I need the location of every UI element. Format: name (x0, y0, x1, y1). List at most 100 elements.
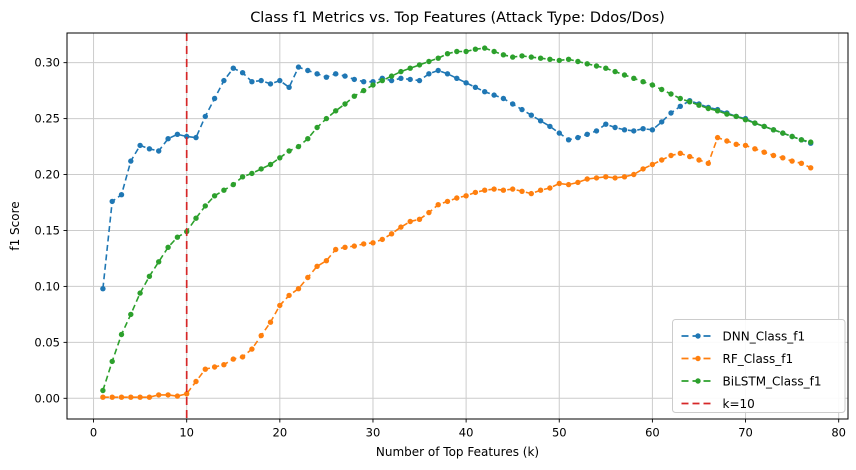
series-marker-DNN_Class_f1 (174, 131, 181, 137)
series-marker-RF_Class_f1 (146, 394, 153, 400)
series-marker-RF_Class_f1 (798, 160, 805, 166)
legend-item: RF_Class_f1 (681, 352, 794, 366)
series-marker-RF_Class_f1 (202, 366, 208, 372)
series-marker-DNN_Class_f1 (193, 134, 199, 141)
x-tick-label: 70 (738, 426, 753, 440)
series-marker-DNN_Class_f1 (621, 127, 628, 133)
series-marker-BiLSTM_Class_f1 (724, 111, 730, 117)
series-marker-BiLSTM_Class_f1 (798, 137, 805, 143)
series-marker-BiLSTM_Class_f1 (277, 155, 283, 161)
series-marker-BiLSTM_Class_f1 (258, 166, 264, 172)
series-marker-RF_Class_f1 (621, 174, 628, 180)
series-marker-BiLSTM_Class_f1 (370, 82, 376, 88)
series-BiLSTM_Class_f1 (100, 45, 814, 394)
series-marker-BiLSTM_Class_f1 (407, 65, 413, 71)
series-marker-DNN_Class_f1 (584, 131, 590, 137)
series-marker-BiLSTM_Class_f1 (640, 79, 646, 85)
series-marker-DNN_Class_f1 (109, 198, 115, 205)
series-marker-DNN_Class_f1 (184, 133, 190, 140)
series-marker-BiLSTM_Class_f1 (752, 120, 758, 126)
x-tick-label: 0 (90, 426, 97, 440)
series-marker-DNN_Class_f1 (277, 77, 283, 84)
series-marker-RF_Class_f1 (640, 166, 646, 172)
series-marker-DNN_Class_f1 (612, 124, 618, 131)
series-marker-BiLSTM_Class_f1 (193, 215, 199, 221)
series-marker-BiLSTM_Class_f1 (500, 52, 507, 58)
series-marker-DNN_Class_f1 (640, 126, 646, 132)
series-marker-DNN_Class_f1 (677, 103, 683, 110)
series-marker-DNN_Class_f1 (435, 67, 441, 74)
series-marker-DNN_Class_f1 (463, 80, 469, 86)
series-marker-BiLSTM_Class_f1 (221, 187, 227, 193)
series-marker-RF_Class_f1 (537, 187, 544, 193)
series-marker-RF_Class_f1 (100, 394, 106, 400)
series-marker-DNN_Class_f1 (305, 67, 311, 74)
series-marker-BiLSTM_Class_f1 (808, 139, 814, 145)
series-marker-RF_Class_f1 (333, 246, 339, 253)
series-marker-RF_Class_f1 (789, 158, 795, 164)
series-marker-DNN_Class_f1 (221, 77, 227, 84)
series-marker-DNN_Class_f1 (407, 76, 413, 83)
series-marker-DNN_Class_f1 (333, 71, 339, 77)
series-marker-BiLSTM_Class_f1 (705, 105, 711, 112)
axes-spines (66, 32, 849, 420)
series-marker-RF_Class_f1 (780, 155, 786, 161)
series-marker-BiLSTM_Class_f1 (510, 54, 516, 60)
series-marker-BiLSTM_Class_f1 (687, 99, 693, 105)
series-marker-BiLSTM_Class_f1 (295, 143, 302, 150)
series-marker-DNN_Class_f1 (454, 75, 460, 82)
series-marker-BiLSTM_Class_f1 (286, 148, 292, 154)
chart-title: Class f1 Metrics vs. Top Features (Attac… (250, 10, 665, 26)
series-marker-BiLSTM_Class_f1 (435, 55, 441, 61)
legend-label: BiLSTM_Class_f1 (723, 375, 822, 389)
series-marker-RF_Class_f1 (361, 241, 367, 247)
series-marker-RF_Class_f1 (482, 187, 488, 193)
series-marker-RF_Class_f1 (519, 188, 525, 194)
series-marker-RF_Class_f1 (426, 209, 432, 216)
series-marker-DNN_Class_f1 (472, 84, 479, 91)
x-axis-label: Number of Top Features (k) (376, 445, 539, 459)
y-tick-label: 0.20 (34, 168, 60, 182)
series-marker-DNN_Class_f1 (202, 113, 208, 120)
series-marker-RF_Class_f1 (295, 286, 302, 292)
series-marker-BiLSTM_Class_f1 (463, 48, 469, 55)
series-marker-RF_Class_f1 (184, 391, 190, 397)
series-marker-RF_Class_f1 (463, 193, 469, 199)
series-marker-DNN_Class_f1 (547, 123, 553, 130)
series-marker-RF_Class_f1 (258, 332, 264, 339)
series-marker-BiLSTM_Class_f1 (696, 102, 702, 108)
series-marker-DNN_Class_f1 (519, 106, 525, 113)
ticks (63, 62, 840, 423)
series-marker-DNN_Class_f1 (100, 286, 106, 292)
series-marker-BiLSTM_Class_f1 (575, 58, 581, 65)
series-marker-DNN_Class_f1 (239, 70, 246, 76)
series-marker-RF_Class_f1 (174, 393, 181, 399)
series-marker-RF_Class_f1 (230, 356, 236, 362)
series-marker-RF_Class_f1 (500, 187, 507, 193)
legend-item: BiLSTM_Class_f1 (681, 375, 822, 389)
series-marker-RF_Class_f1 (137, 394, 143, 400)
series-marker-DNN_Class_f1 (528, 112, 534, 118)
series-marker-RF_Class_f1 (808, 165, 814, 171)
series-marker-RF_Class_f1 (631, 171, 637, 178)
series-marker-RF_Class_f1 (435, 202, 441, 208)
series-RF_Class_f1 (100, 134, 814, 400)
series-marker-DNN_Class_f1 (388, 77, 395, 84)
legend-label: DNN_Class_f1 (723, 330, 806, 344)
series-marker-BiLSTM_Class_f1 (342, 101, 348, 107)
legend-label: RF_Class_f1 (723, 352, 794, 366)
series-marker-BiLSTM_Class_f1 (612, 68, 618, 75)
series-marker-RF_Class_f1 (388, 231, 395, 237)
series-marker-RF_Class_f1 (584, 176, 590, 182)
series-marker-DNN_Class_f1 (603, 121, 609, 127)
series-marker-BiLSTM_Class_f1 (556, 57, 562, 64)
series-marker-DNN_Class_f1 (156, 148, 162, 154)
legend-sample-marker (695, 378, 701, 384)
series-marker-BiLSTM_Class_f1 (621, 72, 628, 78)
x-tick-label: 50 (552, 426, 567, 440)
series-marker-RF_Class_f1 (575, 179, 581, 186)
series-marker-DNN_Class_f1 (286, 84, 292, 91)
series-marker-BiLSTM_Class_f1 (454, 48, 460, 55)
series-marker-BiLSTM_Class_f1 (770, 127, 777, 133)
